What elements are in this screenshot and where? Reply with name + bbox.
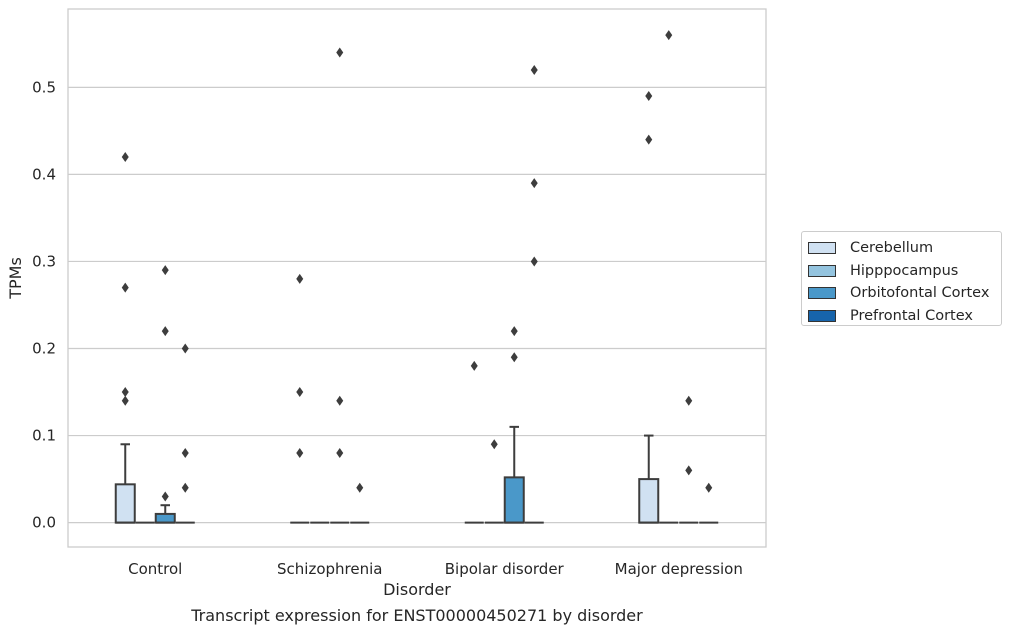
box <box>114 483 136 524</box>
outlier-point <box>296 387 304 398</box>
x-tick-label: Schizophrenia <box>277 560 382 578</box>
legend-item: Hipppocampus <box>808 260 1001 283</box>
box-plot <box>350 482 370 524</box>
outlier-point <box>336 47 344 58</box>
box <box>638 478 660 524</box>
y-tick-label: 0.4 <box>32 165 56 183</box>
box-plot <box>638 91 660 524</box>
outlier-point <box>530 178 538 189</box>
box-plot <box>114 151 136 524</box>
box-plots <box>114 30 719 524</box>
legend-label: Orbitofontal Cortex <box>850 285 990 302</box>
outlier-point <box>121 395 129 406</box>
box-plot <box>484 439 504 524</box>
box-plot <box>175 343 195 524</box>
box-plot <box>503 326 525 524</box>
box-plot <box>154 265 176 524</box>
y-tick-label: 0.2 <box>32 340 56 358</box>
outlier-point <box>336 447 344 458</box>
outlier-point <box>161 491 169 502</box>
x-tick-label: Control <box>128 560 182 578</box>
outlier-point <box>181 482 189 493</box>
x-tick-label: Bipolar disorder <box>445 560 565 578</box>
legend-label: Hipppocampus <box>850 262 959 279</box>
y-tick-label: 0.3 <box>32 252 56 270</box>
outlier-point <box>336 395 344 406</box>
box <box>503 476 525 524</box>
y-tick-label: 0.1 <box>32 427 56 445</box>
x-tick-label: Major depression <box>615 560 743 578</box>
outlier-point <box>161 326 169 337</box>
grid-lines <box>68 86 766 524</box>
y-tick-labels: 0.0 0.1 0.2 0.3 0.4 0.5 <box>32 78 56 531</box>
outlier-point <box>530 64 538 75</box>
legend-label: Cerebellum <box>850 240 934 257</box>
outlier-point <box>665 30 673 41</box>
outlier-point <box>645 91 653 102</box>
box-plot <box>524 64 544 524</box>
box-plot <box>699 482 719 524</box>
legend-item: Cerebellum <box>808 237 1001 260</box>
chart-caption: Transcript expression for ENST0000045027… <box>191 606 643 625</box>
outlier-point <box>161 265 169 276</box>
legend-swatch <box>808 264 836 277</box>
plot-frame <box>67 8 767 548</box>
outlier-point <box>645 134 653 145</box>
box-plot <box>659 30 679 524</box>
legend-item: Prefrontal Cortex <box>808 305 1001 328</box>
box-plot <box>330 47 350 524</box>
legend-swatch <box>808 287 836 300</box>
outlier-point <box>470 360 478 371</box>
x-tick-labels: Control Schizophrenia Bipolar disorder Majo… <box>128 560 743 578</box>
outlier-point <box>296 447 304 458</box>
outlier-point <box>685 395 693 406</box>
outlier-point <box>181 343 189 354</box>
box-plot <box>464 360 484 524</box>
x-axis-label: Disorder <box>383 580 451 599</box>
outlier-point <box>510 352 518 363</box>
y-tick-label: 0.0 <box>32 514 56 532</box>
legend: Cerebellum Hipppocampus Orbitofontal Corte… <box>801 231 1002 326</box>
legend-swatch <box>808 242 836 255</box>
outlier-point <box>296 273 304 284</box>
outlier-point <box>121 387 129 398</box>
y-axis-label: TPMs <box>6 257 25 300</box>
outlier-point <box>530 256 538 267</box>
outlier-point <box>490 439 498 450</box>
outlier-point <box>181 447 189 458</box>
legend-swatch <box>808 309 836 322</box>
legend-label: Prefrontal Cortex <box>850 307 973 324</box>
y-tick-label: 0.5 <box>32 78 56 96</box>
legend-item: Orbitofontal Cortex <box>808 282 1001 305</box>
box-plot <box>679 395 699 524</box>
outlier-point <box>121 282 129 293</box>
outlier-point <box>685 465 693 476</box>
box-plot <box>290 273 310 524</box>
outlier-point <box>705 482 713 493</box>
outlier-point <box>510 326 518 337</box>
outlier-point <box>121 151 129 162</box>
outlier-point <box>356 482 364 493</box>
box <box>154 512 176 524</box>
